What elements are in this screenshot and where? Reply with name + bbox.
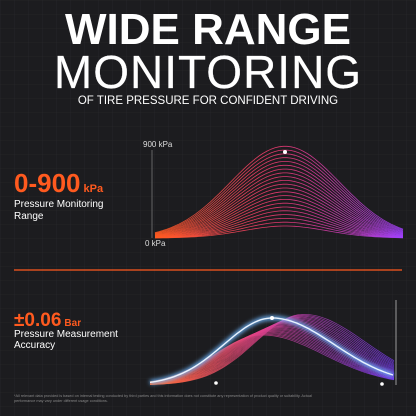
accuracy-value-text: ±0.06 Bar (14, 310, 81, 331)
range-value: 0-900 (14, 168, 81, 198)
footnote-2: performance may vary under different usa… (14, 399, 108, 403)
decor-curve (155, 225, 404, 239)
accuracy-value: ±0.06 (14, 310, 61, 331)
accuracy-label-1: Pressure Measurement (14, 329, 118, 340)
decor-curve (154, 191, 404, 238)
decor-curve (149, 313, 395, 385)
range-label-2: Range (14, 211, 44, 222)
decor-curve (154, 149, 404, 234)
range-bottom-label: 0 kPa (145, 239, 166, 248)
decor-curve (154, 214, 404, 239)
range-value-text: 0-900 kPa (14, 168, 104, 198)
decor-curve (154, 157, 404, 235)
decor-curve (154, 153, 404, 235)
decor-curve (154, 172, 404, 237)
footnote-1: *All relevant data provided is based on … (14, 394, 312, 398)
decor-curve (154, 176, 404, 237)
decor-curve (154, 145, 404, 233)
decor-curve (149, 316, 395, 385)
decor-curve (149, 314, 395, 385)
decor-curve (283, 150, 287, 154)
decor-curve (154, 183, 404, 237)
decor-curve (154, 164, 404, 236)
title-line-2: MONITORING (54, 46, 362, 98)
range-curves (154, 145, 404, 239)
decor-curve (154, 218, 404, 239)
subtitle: OF TIRE PRESSURE FOR CONFIDENT DRIVING (78, 95, 338, 107)
decor-curve (380, 382, 384, 386)
decor-curve (154, 187, 404, 238)
decor-curve (149, 328, 395, 384)
decor-curve (154, 161, 404, 235)
title-line-1: WIDE RANGE (65, 5, 351, 54)
accuracy-unit: Bar (64, 318, 81, 329)
decor-curve (154, 168, 404, 236)
range-top-label: 900 kPa (143, 140, 173, 149)
decor-curve (154, 206, 404, 238)
decor-curve (154, 180, 404, 237)
range-label-1: Pressure Monitoring (14, 199, 103, 210)
decor-curve (155, 221, 404, 239)
accuracy-label-2: Accuracy (14, 340, 55, 351)
decor-curve (149, 330, 395, 384)
decor-curve (214, 381, 218, 385)
decor-curve (270, 316, 274, 320)
decor-curve (154, 202, 404, 238)
decor-curve (154, 195, 404, 238)
accuracy-curves (149, 313, 395, 386)
decor-curve (149, 329, 395, 384)
decor-curve (154, 210, 404, 238)
decor-curve (154, 199, 404, 238)
range-unit: kPa (84, 183, 104, 195)
